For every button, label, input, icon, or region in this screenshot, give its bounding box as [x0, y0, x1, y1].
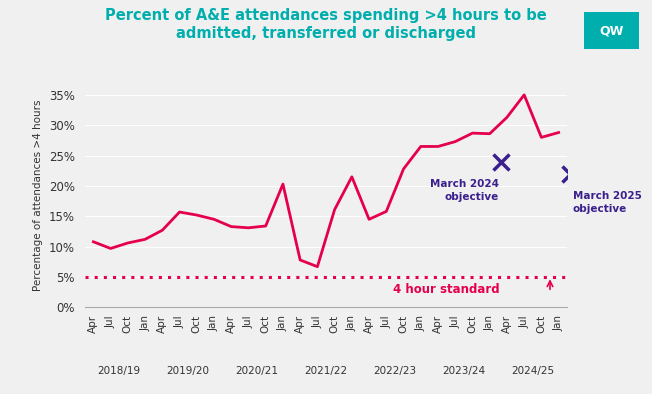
Y-axis label: Percentage of attendances >4 hours: Percentage of attendances >4 hours	[33, 99, 44, 291]
Text: 2018/19: 2018/19	[98, 366, 141, 376]
Text: Percent of A&E attendances spending >4 hours to be
admitted, transferred or disc: Percent of A&E attendances spending >4 h…	[105, 8, 547, 41]
Text: QW: QW	[599, 24, 623, 37]
Text: 2022/23: 2022/23	[374, 366, 417, 376]
Text: March 2025
objective: March 2025 objective	[572, 191, 642, 214]
Text: March 2024
objective: March 2024 objective	[430, 178, 499, 202]
Text: 2019/20: 2019/20	[167, 366, 210, 376]
Text: 2020/21: 2020/21	[235, 366, 278, 376]
Text: 2024/25: 2024/25	[511, 366, 554, 376]
Text: 2021/22: 2021/22	[304, 366, 348, 376]
Text: 2023/24: 2023/24	[442, 366, 485, 376]
Text: 4 hour standard: 4 hour standard	[393, 283, 500, 296]
